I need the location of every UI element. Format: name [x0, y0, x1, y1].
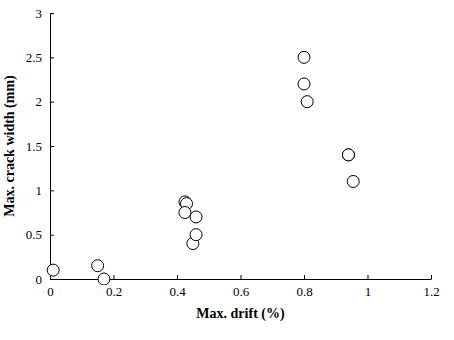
- x-tick-mark: [304, 275, 305, 279]
- point: [342, 149, 354, 161]
- x-axis-title: Max. drift (%): [196, 306, 285, 322]
- y-tick-label: 3: [36, 6, 43, 21]
- x-tick: 0.8: [296, 275, 312, 299]
- x-tick-mark: [177, 275, 178, 279]
- points: [47, 51, 359, 285]
- y-tick-mark: [50, 146, 54, 147]
- y-tick-mark: [50, 102, 54, 103]
- point: [298, 51, 310, 63]
- point: [301, 96, 313, 108]
- y-tick-mark: [50, 235, 54, 236]
- x-tick: 1.2: [423, 275, 439, 299]
- y-tick-label: 0: [36, 272, 43, 287]
- y-axis: 0 0.5 1 1.5 2 2.5 3: [26, 6, 54, 287]
- y-axis-title: Max. crack width (mm): [2, 75, 18, 217]
- y-tick: 2: [36, 94, 55, 109]
- y-tick-mark: [50, 13, 54, 14]
- y-tick-label: 1.5: [26, 139, 42, 154]
- point: [92, 260, 104, 272]
- x-tick-label: 0.8: [296, 284, 312, 299]
- point: [190, 211, 202, 223]
- x-tick-mark: [114, 275, 115, 279]
- point: [347, 175, 359, 187]
- x-tick: 0.4: [169, 275, 186, 299]
- y-tick-mark: [50, 190, 54, 191]
- chart: 0 0.2 0.4 0.6 0.8 1 1.2 0 0.5 1 1.5 2 2.5 3 Max. drift…: [0, 0, 454, 340]
- y-tick-label: 1: [36, 183, 43, 198]
- point: [98, 273, 110, 285]
- y-tick-mark: [50, 279, 54, 280]
- x-tick-label: 1.2: [423, 284, 439, 299]
- point: [342, 149, 354, 161]
- y-tick-mark: [50, 57, 54, 58]
- y-tick-label: 2.5: [26, 50, 42, 65]
- x-tick-label: 0.6: [233, 284, 250, 299]
- y-tick: 2.5: [26, 50, 54, 65]
- x-tick-mark: [431, 275, 432, 279]
- x-tick: 0.6: [233, 275, 250, 299]
- point: [179, 207, 191, 219]
- y-tick-label: 0.5: [26, 227, 42, 242]
- y-tick: 1: [36, 183, 55, 198]
- x-tick-label: 0.4: [169, 284, 186, 299]
- x-tick-label: 0.2: [106, 284, 122, 299]
- x-tick-label: 1: [365, 284, 372, 299]
- x-tick: 1: [365, 275, 372, 299]
- y-tick: 3: [36, 6, 55, 21]
- plot: 0 0.2 0.4 0.6 0.8 1 1.2 0 0.5 1 1.5 2 2.5 3: [26, 6, 440, 300]
- y-tick: 1.5: [26, 139, 54, 154]
- point: [47, 264, 59, 276]
- point: [298, 78, 310, 90]
- x-tick-mark: [368, 275, 369, 279]
- x-tick-mark: [241, 275, 242, 279]
- x-tick-label: 0: [47, 284, 54, 299]
- y-tick-label: 2: [36, 94, 43, 109]
- point: [190, 229, 202, 241]
- y-tick: 0.5: [26, 227, 54, 242]
